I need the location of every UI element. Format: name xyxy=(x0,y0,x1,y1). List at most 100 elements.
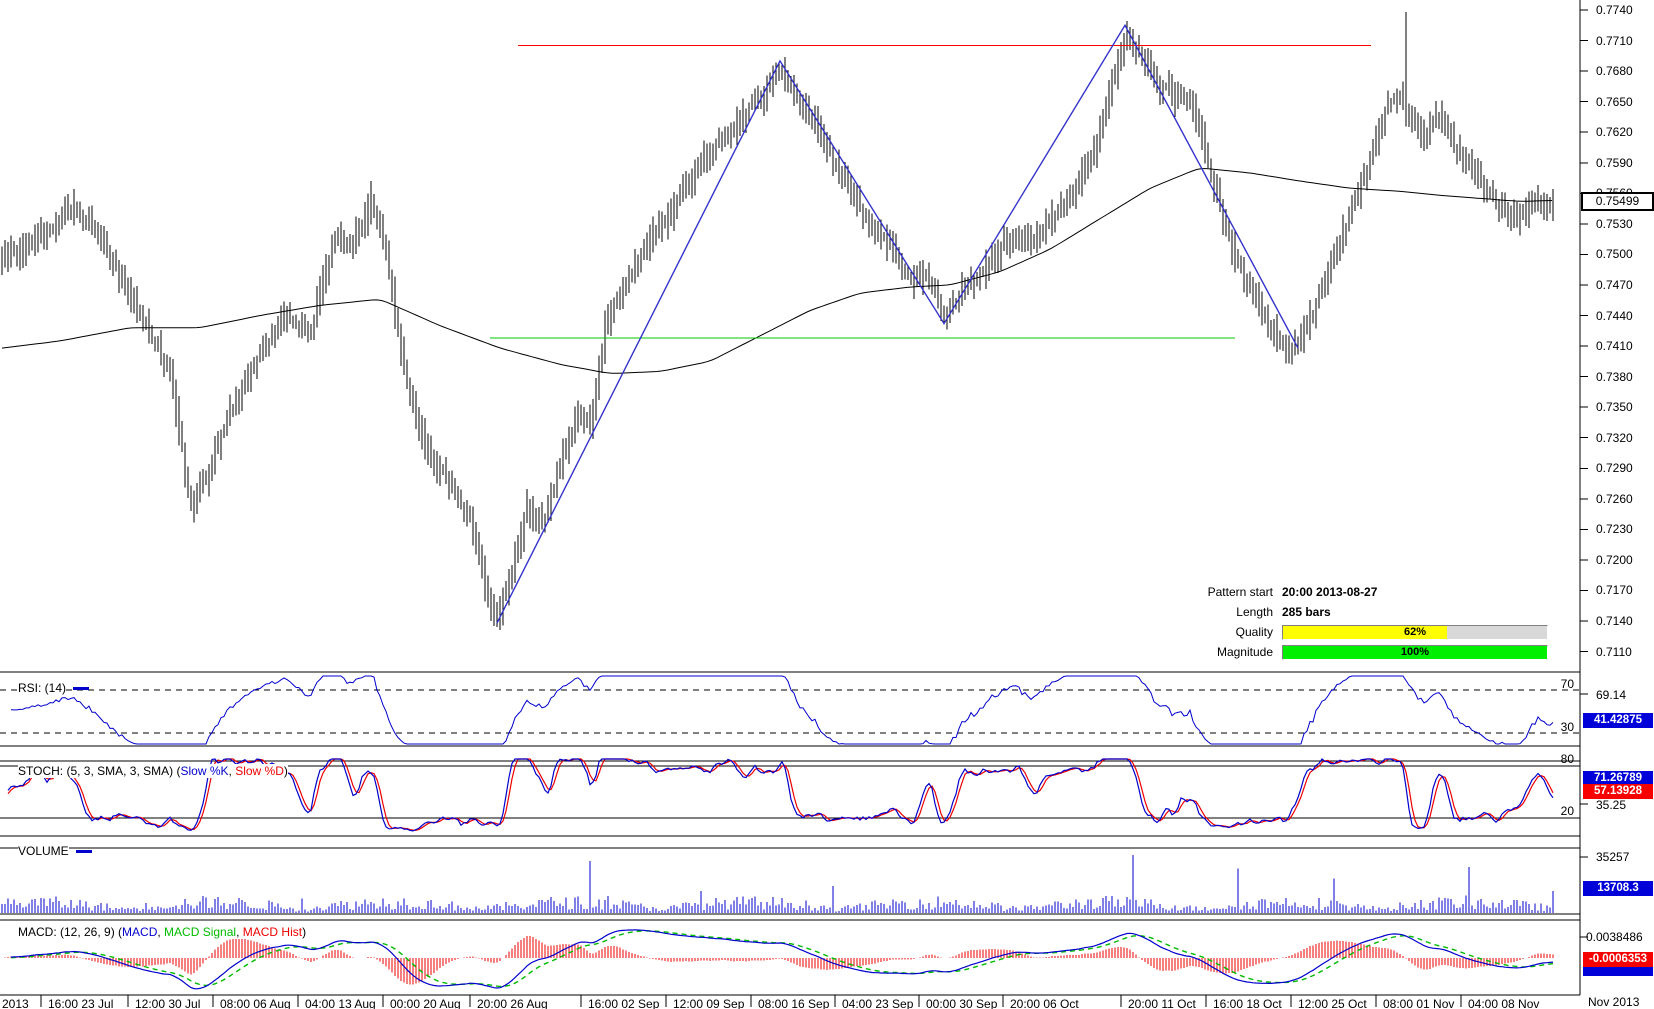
pattern-length-label: Length xyxy=(1236,605,1273,619)
time-tick-label: 20:00 06 Oct xyxy=(1010,997,1079,1009)
stoch-legend: STOCH: (5, 3, SMA, 3, SMA) (Slow %K, Slo… xyxy=(18,764,288,778)
time-tick-label: 08:00 01 Nov xyxy=(1383,997,1455,1009)
pattern-start-label: Pattern start xyxy=(1207,585,1273,599)
price-tick-label: 0.7380 xyxy=(1596,369,1633,384)
stoch-d-line xyxy=(7,758,1554,831)
volume-value-box: 13708.3 xyxy=(1583,881,1653,896)
rsi-line xyxy=(10,675,1554,745)
rsi-axis-value: 69.14 xyxy=(1596,688,1627,702)
price-tick-label: 0.7290 xyxy=(1596,461,1633,476)
price-tick-label: 0.7440 xyxy=(1596,308,1633,323)
time-tick-label: 08:00 06 Aug xyxy=(220,997,291,1009)
price-tick-label: 0.7140 xyxy=(1596,614,1633,628)
rsi-legend-text: RSI: (14) xyxy=(18,681,67,695)
volume-axis-value: 35257 xyxy=(1596,850,1630,864)
price-tick-label: 0.7110 xyxy=(1596,644,1632,659)
macd-legend-text: MACD: (12, 26, 9) ( xyxy=(18,925,123,939)
price-tick-label: 0.7230 xyxy=(1596,522,1633,537)
price-tick-label: 0.7320 xyxy=(1596,430,1633,445)
time-tick-label: 16:00 23 Jul xyxy=(48,997,114,1009)
pattern-start-row: Pattern start 20:00 2013-08-27 xyxy=(1150,582,1554,602)
price-tick-label: 0.7170 xyxy=(1596,583,1633,598)
time-tick-label: 12:00 30 Jul xyxy=(135,997,201,1009)
price-tick-label: 0.7740 xyxy=(1596,3,1633,17)
price-tick-label: 0.7530 xyxy=(1596,216,1633,231)
pattern-quality-row: Quality 62% xyxy=(1150,622,1554,642)
volume-bars xyxy=(1,854,1554,913)
price-tick-label: 0.7410 xyxy=(1596,339,1633,354)
macd-line-label: MACD xyxy=(122,925,158,939)
pattern-magnitude-label: Magnitude xyxy=(1216,645,1273,659)
rsi-value-box: 41.42875 xyxy=(1583,713,1653,728)
time-tick-label: 16:00 18 Oct xyxy=(1213,997,1282,1009)
macd-legend-close: ) xyxy=(302,925,307,939)
time-tick-label: 00:00 30 Sep xyxy=(926,997,998,1009)
pattern-length-row: Length 285 bars xyxy=(1150,602,1554,622)
macd-hist-label: MACD Hist xyxy=(242,925,303,939)
time-tick-label: 2013 xyxy=(2,997,29,1009)
quality-progress-fill xyxy=(1283,625,1447,639)
volume-line-swatch xyxy=(75,850,92,854)
pattern-magnitude-row: Magnitude 100% xyxy=(1150,642,1554,662)
stoch-k-value-box: 71.26789 xyxy=(1583,771,1653,786)
ma-line xyxy=(1,168,1553,374)
quality-progress-text: 62% xyxy=(1403,625,1427,638)
price-tick-label: 0.7500 xyxy=(1596,247,1633,262)
volume-legend-text: VOLUME xyxy=(18,844,69,858)
time-tick-label: 00:00 20 Aug xyxy=(390,997,461,1009)
stoch-legend-sep: , xyxy=(228,764,236,778)
stoch-level-20: 20 xyxy=(1560,804,1574,818)
macd-line xyxy=(10,929,1554,990)
price-bars xyxy=(1,12,1554,630)
zigzag-pattern-line[interactable] xyxy=(496,23,1299,624)
magnitude-progressbar: 100% xyxy=(1282,644,1548,660)
time-tick-label: 16:00 02 Sep xyxy=(588,997,660,1009)
rsi-legend: RSI: (14) xyxy=(18,681,90,695)
macd-legend-sep1: , xyxy=(157,925,165,939)
price-tick-label: 0.7260 xyxy=(1596,491,1633,506)
stoch-axis-value: 35.25 xyxy=(1596,798,1627,812)
pattern-start-value: 20:00 2013-08-27 xyxy=(1282,585,1378,599)
time-tick-label: 08:00 16 Sep xyxy=(758,997,830,1009)
stoch-legend-close: ) xyxy=(283,764,288,778)
stoch-d-label: Slow %D xyxy=(235,764,284,778)
macd-legend: MACD: (12, 26, 9) (MACD, MACD Signal, MA… xyxy=(18,925,307,939)
price-tick-label: 0.7200 xyxy=(1596,552,1633,567)
time-tick-label: 04:00 08 Nov xyxy=(1468,997,1540,1009)
macd-signal-label: MACD Signal xyxy=(164,925,237,939)
price-tick-label: 0.7350 xyxy=(1596,400,1633,415)
time-tick-label: 20:00 26 Aug xyxy=(477,997,548,1009)
stoch-legend-text: STOCH: (5, 3, SMA, 3, SMA) ( xyxy=(18,764,181,778)
stoch-k-label: Slow %K xyxy=(180,764,229,778)
macd-legend-sep2: , xyxy=(236,925,243,939)
price-tick-label: 0.7680 xyxy=(1596,64,1633,79)
macd-axis-value: 0.0038486 xyxy=(1586,930,1643,944)
rsi-level-70: 70 xyxy=(1560,677,1574,691)
price-tick-label: 0.7470 xyxy=(1596,277,1633,292)
time-tick-label: 12:00 25 Oct xyxy=(1298,997,1367,1009)
rsi-level-30: 30 xyxy=(1560,720,1574,734)
stoch-d-value-box: 57.13928 xyxy=(1583,784,1653,799)
pattern-length-value: 285 bars xyxy=(1282,605,1331,619)
time-tick-label: 12:00 09 Sep xyxy=(673,997,745,1009)
price-tick-label: 0.7650 xyxy=(1596,94,1633,109)
macd-value-box: -0.0006353 xyxy=(1583,952,1653,967)
rsi-line-swatch xyxy=(73,687,90,691)
date-corner-label: Nov 2013 xyxy=(1588,995,1640,1009)
time-tick-label: 04:00 13 Aug xyxy=(305,997,376,1009)
volume-legend: VOLUME xyxy=(18,844,92,858)
magnitude-progress-fill xyxy=(1283,645,1547,659)
pattern-info: Pattern start 20:00 2013-08-27 Length 28… xyxy=(1150,582,1554,662)
quality-progressbar: 62% xyxy=(1282,624,1548,640)
magnitude-progress-text: 100% xyxy=(1400,645,1430,658)
time-tick-label: 04:00 23 Sep xyxy=(842,997,914,1009)
pattern-quality-label: Quality xyxy=(1235,625,1273,639)
time-tick-label: 20:00 11 Oct xyxy=(1128,997,1196,1009)
price-tick-label: 0.7620 xyxy=(1596,125,1633,140)
price-tick-label: 0.7710 xyxy=(1596,33,1633,48)
price-tick-label: 0.7590 xyxy=(1596,155,1633,170)
current-price-box: 0.75499 xyxy=(1581,192,1654,211)
stoch-level-80: 80 xyxy=(1560,752,1574,766)
